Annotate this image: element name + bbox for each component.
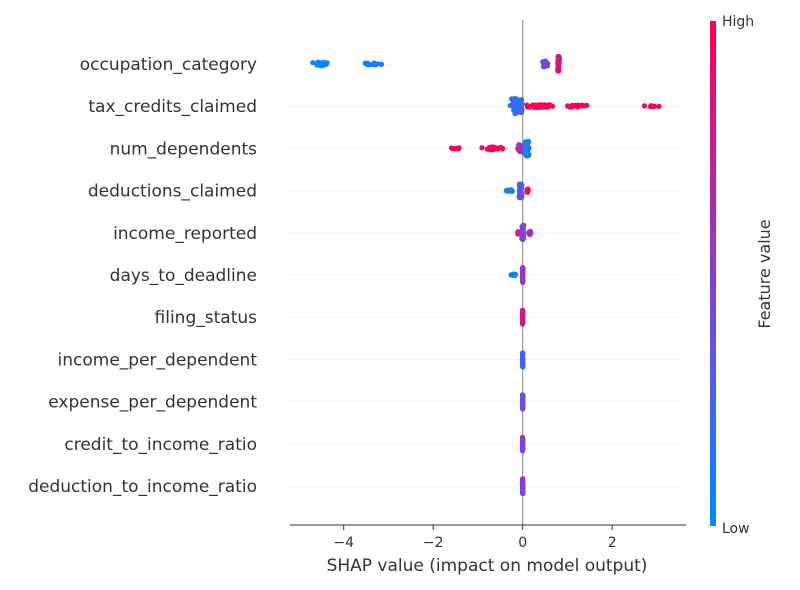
feature-label-tax_credits_claimed: tax_credits_claimed <box>88 97 257 117</box>
shap-point <box>519 232 525 238</box>
shap-point <box>520 489 526 495</box>
shap-point <box>520 444 526 450</box>
feature-labels: occupation_category tax_credits_claimednu… <box>28 55 257 497</box>
shap-point <box>519 478 526 484</box>
shap-point <box>372 61 378 67</box>
feature-label-occupation_category: occupation_category <box>80 55 257 75</box>
shap-point <box>542 58 548 64</box>
shap-point <box>547 102 554 109</box>
shap-point <box>520 404 526 410</box>
shap-point <box>556 59 562 65</box>
x-tick-label: 0 <box>518 535 527 551</box>
shap-point <box>527 230 533 237</box>
shap-point <box>556 68 562 74</box>
feature-label-expense_per_dependent: expense_per_dependent <box>48 393 257 413</box>
shap-point <box>499 145 506 151</box>
feature-label-credit_to_income_ratio: credit_to_income_ratio <box>64 435 257 455</box>
shap-point <box>517 185 524 191</box>
colorbar <box>710 21 716 526</box>
shap-point <box>524 143 530 149</box>
shap-points <box>310 53 662 497</box>
shap-point <box>522 151 528 157</box>
shap-point <box>379 61 385 67</box>
shap-point <box>512 102 518 108</box>
shap-point <box>525 138 531 144</box>
shap-point <box>517 102 524 108</box>
shap-point <box>519 313 526 319</box>
feature-label-income_per_dependent: income_per_dependent <box>58 350 258 370</box>
shap-point <box>524 104 530 110</box>
shap-point <box>520 266 526 272</box>
x-axis-title: SHAP value (impact on model output) <box>327 556 648 576</box>
x-tick-label: 2 <box>608 535 617 551</box>
shap-point <box>520 436 526 443</box>
colorbar-high-label: High <box>722 14 754 30</box>
shap-point <box>575 102 581 109</box>
shap-point <box>518 109 525 115</box>
shap-point <box>534 104 540 110</box>
shap-point <box>555 63 561 70</box>
feature-label-num_dependents: num_dependents <box>110 139 258 159</box>
shap-point <box>579 102 585 108</box>
shap-point <box>512 97 518 103</box>
shap-point <box>656 103 662 110</box>
shap-point <box>641 103 648 109</box>
shap-point <box>514 106 521 113</box>
shap-point <box>649 103 655 110</box>
shap-point <box>542 102 548 108</box>
colorbar-title: Feature value <box>755 219 774 328</box>
shap-point <box>520 360 526 366</box>
shap-point <box>317 62 323 68</box>
shap-point <box>454 145 461 151</box>
feature-label-filing_status: filing_status <box>155 308 258 328</box>
shap-point <box>491 144 497 150</box>
shap-point <box>520 319 526 325</box>
shap-point <box>519 272 526 279</box>
shap-point <box>520 485 526 491</box>
colorbar-low-label: Low <box>722 521 750 537</box>
feature-label-income_reported: income_reported <box>113 224 257 244</box>
x-tick-label: −2 <box>423 535 444 551</box>
shap-point <box>524 189 531 195</box>
feature-gridlines <box>290 63 680 487</box>
shap-point <box>310 60 316 66</box>
shap-point <box>520 278 526 284</box>
shap-point <box>519 97 525 103</box>
shap-point <box>519 353 526 359</box>
feature-label-days_to_deadline: days_to_deadline <box>110 266 257 286</box>
shap-point <box>520 223 526 229</box>
shap-point <box>479 145 485 151</box>
shap-point <box>510 272 516 278</box>
x-tick-label: −4 <box>333 535 354 551</box>
feature-label-deductions_claimed: deductions_claimed <box>88 182 257 202</box>
feature-label-deduction_to_income_ratio: deduction_to_income_ratio <box>28 477 257 497</box>
shap-point <box>566 104 572 110</box>
shap-point <box>364 61 370 68</box>
shap-point <box>506 188 512 194</box>
shap-point <box>516 193 522 199</box>
shap-point <box>520 308 526 314</box>
x-axis-ticks: −4 −2 0 2 <box>333 525 617 551</box>
shap-point <box>530 102 536 108</box>
